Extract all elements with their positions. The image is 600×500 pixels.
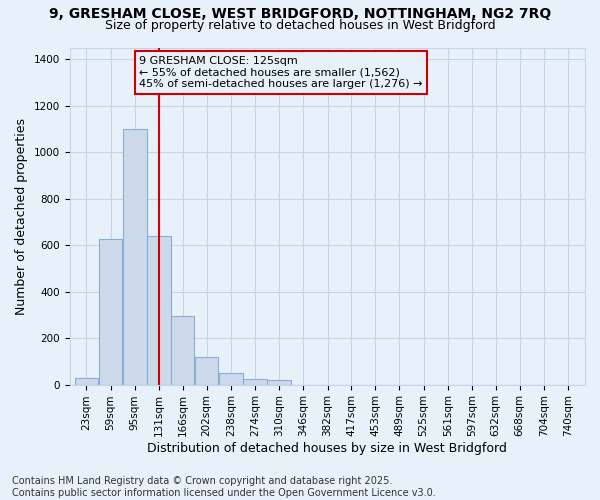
Bar [171,316,194,384]
Bar [147,236,171,384]
Bar [219,373,242,384]
Bar [99,240,122,384]
Bar [195,356,218,384]
Text: 9 GRESHAM CLOSE: 125sqm
← 55% of detached houses are smaller (1,562)
45% of semi: 9 GRESHAM CLOSE: 125sqm ← 55% of detache… [139,56,422,89]
X-axis label: Distribution of detached houses by size in West Bridgford: Distribution of detached houses by size … [148,442,507,455]
Text: 9, GRESHAM CLOSE, WEST BRIDGFORD, NOTTINGHAM, NG2 7RQ: 9, GRESHAM CLOSE, WEST BRIDGFORD, NOTTIN… [49,8,551,22]
Bar [243,379,267,384]
Text: Contains HM Land Registry data © Crown copyright and database right 2025.
Contai: Contains HM Land Registry data © Crown c… [12,476,436,498]
Y-axis label: Number of detached properties: Number of detached properties [15,118,28,314]
Bar [123,129,146,384]
Bar [268,380,291,384]
Bar [74,378,98,384]
Text: Size of property relative to detached houses in West Bridgford: Size of property relative to detached ho… [104,19,496,32]
